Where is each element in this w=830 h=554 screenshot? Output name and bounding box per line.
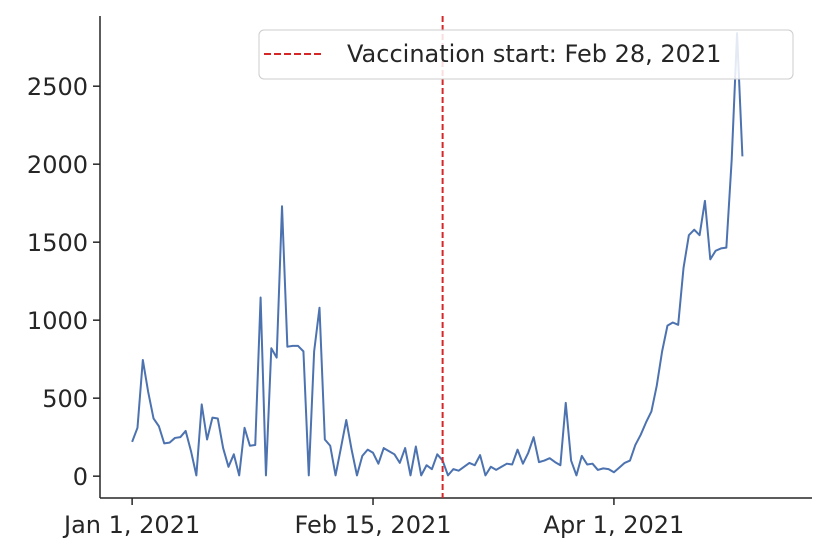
legend: Vaccination start: Feb 28, 2021	[258, 29, 794, 80]
series-line	[131, 32, 744, 477]
legend-label: Vaccination start: Feb 28, 2021	[347, 40, 721, 68]
y-tick-label: 1500	[27, 229, 88, 257]
ticks: 0 500 1000 1500 2000 2500 Jan 1, 2021 Feb 15, 2…	[27, 73, 684, 539]
x-tick-label: Apr 1, 2021	[544, 511, 685, 539]
y-tick-label: 0	[73, 463, 88, 491]
y-tick-label: 2000	[27, 151, 88, 179]
y-tick-label: 500	[42, 385, 88, 413]
data-layer	[131, 32, 744, 477]
y-tick-label: 2500	[27, 73, 88, 101]
legend-box	[258, 29, 794, 80]
axes	[99, 16, 812, 499]
x-tick-label: Feb 15, 2021	[295, 511, 452, 539]
x-tick-label: Jan 1, 2021	[62, 511, 200, 539]
y-tick-label: 1000	[27, 307, 88, 335]
